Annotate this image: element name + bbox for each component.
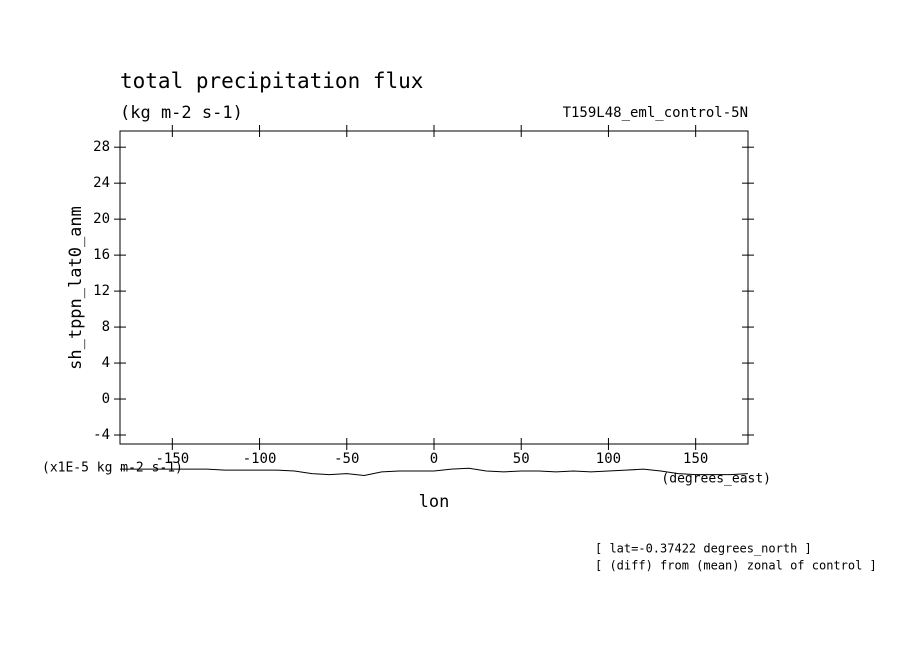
y-tick-label: 24 <box>93 175 110 191</box>
x-tick-label: 0 <box>430 451 438 467</box>
y-tick-label: 12 <box>93 283 110 299</box>
y-tick-label: -4 <box>93 427 110 443</box>
dataset-label: T159L48_eml_control-5N <box>563 105 748 121</box>
y-tick-label: 28 <box>93 139 110 155</box>
x-units: (degrees_east) <box>661 472 771 487</box>
chart-subtitle: (kg m-2 s-1) <box>120 103 243 123</box>
y-axis-label: sh_tppn_lat0_anm <box>66 206 86 370</box>
y-tick-label: 0 <box>102 391 110 407</box>
x-tick-label: -150 <box>155 451 189 467</box>
y-tick-label: 4 <box>102 355 110 371</box>
data-line <box>120 467 749 476</box>
x-tick-label: -100 <box>243 451 277 467</box>
y-tick-label: 16 <box>93 247 110 263</box>
chart-title: total precipitation flux <box>120 69 423 93</box>
y-units: (x1E-5 kg m-2 s-1) <box>42 461 183 476</box>
y-tick-label: 8 <box>102 319 110 335</box>
note: [ lat=-0.37422 degrees_north ] <box>595 542 812 556</box>
x-axis-label: lon <box>419 492 450 512</box>
x-tick-label: -50 <box>334 451 359 467</box>
x-tick-label: 50 <box>513 451 530 467</box>
note: [ (diff) from (mean) zonal of control ] <box>595 559 877 573</box>
x-tick-label: 100 <box>596 451 621 467</box>
y-tick-label: 20 <box>93 211 110 227</box>
x-tick-label: 150 <box>683 451 708 467</box>
